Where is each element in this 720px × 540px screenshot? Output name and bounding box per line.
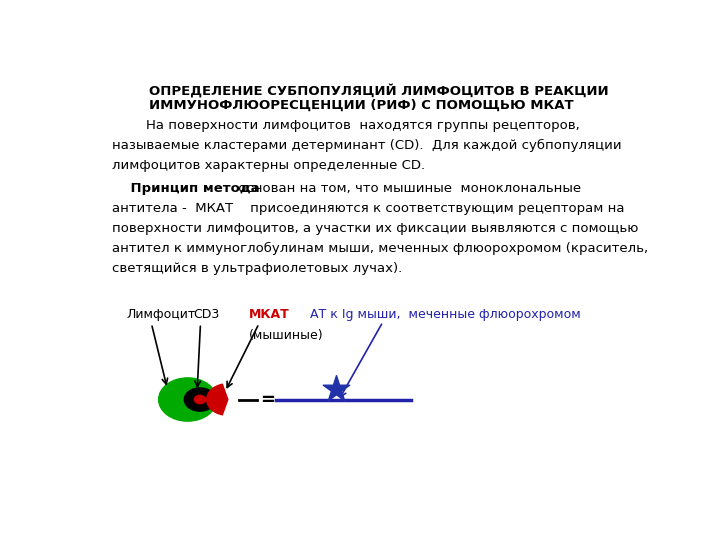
- Wedge shape: [207, 384, 228, 415]
- Text: (мышиные): (мышиные): [249, 328, 324, 342]
- Text: =: =: [260, 390, 275, 409]
- Text: светящийся в ультрафиолетовых лучах).: светящийся в ультрафиолетовых лучах).: [112, 262, 402, 275]
- Point: [330, 385, 341, 394]
- Text: CD3: CD3: [193, 308, 220, 321]
- Text: ИММУНОФЛЮОРЕСЦЕНЦИИ (РИФ) С ПОМОЩЬЮ МКАТ: ИММУНОФЛЮОРЕСЦЕНЦИИ (РИФ) С ПОМОЩЬЮ МКАТ: [148, 99, 573, 112]
- Text: МКАТ: МКАТ: [249, 308, 289, 321]
- Text: Лимфоцит: Лимфоцит: [126, 308, 196, 321]
- Text: антитела -  МКАТ    присоединяются к соответствующим рецепторам на: антитела - МКАТ присоединяются к соответ…: [112, 202, 625, 215]
- Text: поверхности лимфоцитов, а участки их фиксации выявляются с помощью: поверхности лимфоцитов, а участки их фик…: [112, 222, 639, 235]
- Text: ОПРЕДЕЛЕНИЕ СУБПОПУЛЯЦИЙ ЛИМФОЦИТОВ В РЕАКЦИИ: ОПРЕДЕЛЕНИЕ СУБПОПУЛЯЦИЙ ЛИМФОЦИТОВ В РЕ…: [148, 84, 608, 97]
- Text: антител к иммуноглобулинам мыши, меченных флюорохромом (краситель,: антител к иммуноглобулинам мыши, меченны…: [112, 242, 649, 255]
- Circle shape: [158, 378, 217, 421]
- Text: На поверхности лимфоцитов  находятся группы рецепторов,: На поверхности лимфоцитов находятся груп…: [112, 119, 580, 132]
- Text: Принцип метода: Принцип метода: [112, 182, 260, 195]
- Circle shape: [184, 388, 215, 411]
- Text: лимфоцитов характерны определенные CD.: лимфоцитов характерны определенные CD.: [112, 159, 426, 172]
- Circle shape: [194, 395, 205, 404]
- Text: основан на том, что мышиные  моноклональные: основан на том, что мышиные моноклональн…: [234, 182, 581, 195]
- Text: АТ к Ig мыши,  меченные флюорохромом: АТ к Ig мыши, меченные флюорохромом: [310, 308, 581, 321]
- Text: называемые кластерами детерминант (CD).  Для каждой субпопуляции: называемые кластерами детерминант (CD). …: [112, 139, 622, 152]
